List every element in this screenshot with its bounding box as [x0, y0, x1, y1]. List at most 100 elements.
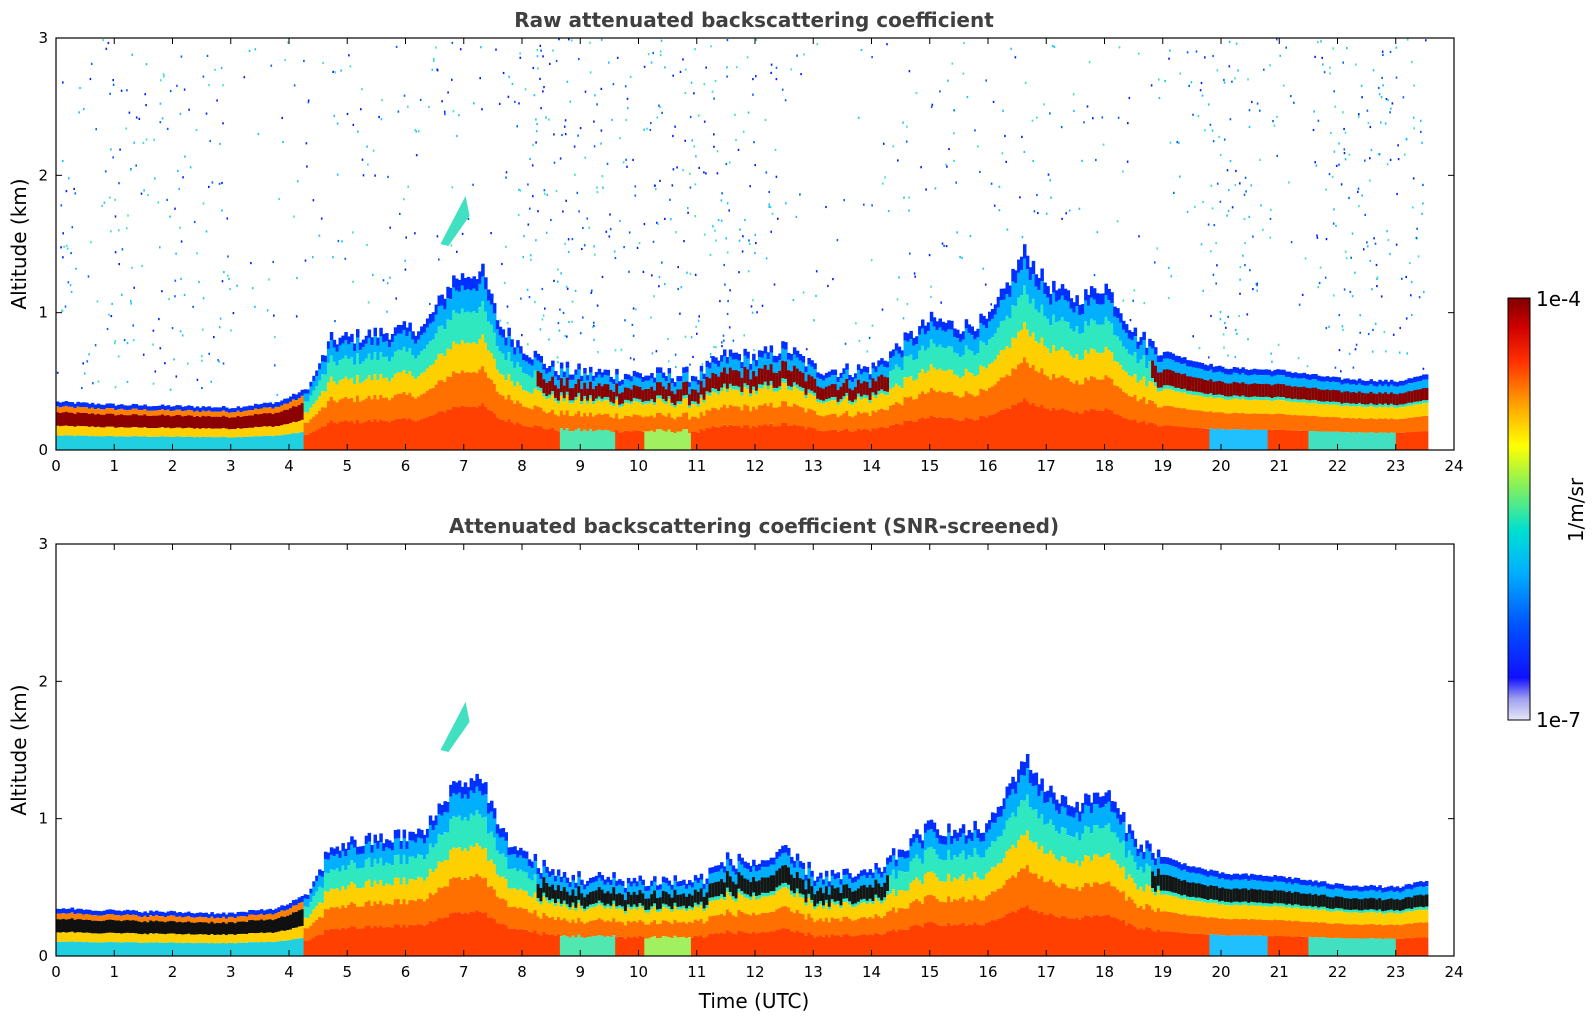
heatmap-cell: [769, 402, 774, 424]
heatmap-cell: [487, 321, 491, 351]
heatmap-cell: [1098, 379, 1103, 411]
heatmap-cell: [1203, 428, 1207, 450]
heatmap-cell: [1398, 385, 1403, 395]
noise-point: [677, 287, 679, 291]
heatmap-cell: [1110, 292, 1114, 304]
heatmap-cell: [638, 415, 642, 431]
heatmap-cell: [714, 357, 718, 364]
heatmap-cell: [947, 369, 951, 392]
heatmap-cell: [973, 396, 977, 421]
heatmap-cell: [522, 406, 526, 426]
heatmap-cell: [408, 348, 412, 371]
noise-point: [953, 132, 955, 135]
residual-layer-cell: [571, 388, 575, 401]
heatmap-cell: [190, 934, 194, 944]
heatmap-cell: [778, 390, 782, 407]
heatmap-cell: [760, 388, 765, 406]
heatmap-cell: [1101, 352, 1106, 380]
heatmap-cell: [1276, 413, 1280, 430]
noise-point: [1234, 355, 1237, 358]
noise-point: [389, 276, 391, 279]
noise-point: [750, 305, 753, 308]
heatmap-cell: [854, 378, 858, 389]
heatmap-cell: [562, 414, 567, 431]
heatmap-cell: [1296, 402, 1301, 416]
noise-point: [397, 110, 400, 113]
heatmap-cell: [70, 918, 75, 932]
heatmap-cell: [440, 411, 444, 450]
heatmap-cell: [1162, 405, 1167, 426]
noise-point: [106, 327, 109, 331]
heatmap-cell: [513, 386, 517, 404]
noise-point: [584, 156, 586, 159]
heatmap-cell: [382, 378, 386, 398]
noise-point: [1338, 349, 1341, 352]
heatmap-cell: [1151, 422, 1155, 450]
noise-point: [1073, 109, 1075, 113]
noise-point: [1392, 333, 1395, 336]
heatmap-cell: [1378, 384, 1382, 394]
heatmap-cell: [58, 413, 63, 427]
heatmap-cell: [1095, 379, 1100, 411]
heatmap-cell: [382, 851, 386, 866]
heatmap-cell: [1008, 376, 1012, 409]
heatmap-cell: [1314, 415, 1318, 431]
heatmap-cell: [326, 363, 331, 383]
heatmap-cell: [1419, 416, 1423, 432]
heatmap-cell: [1197, 362, 1202, 369]
heatmap-cell: [390, 865, 395, 886]
noise-point: [192, 305, 194, 308]
noise-point: [679, 312, 681, 315]
heatmap-cell: [356, 375, 360, 396]
heatmap-cell: [338, 421, 342, 450]
heatmap-cell: [1282, 369, 1286, 376]
heatmap-cell: [123, 942, 127, 956]
heatmap-cell: [443, 801, 447, 812]
noise-point: [214, 68, 216, 71]
heatmap-cell: [306, 422, 310, 435]
noise-point: [1371, 288, 1373, 291]
heatmap-cell: [376, 421, 380, 450]
heatmap-cell: [932, 367, 937, 391]
heatmap-cell: [417, 837, 421, 855]
heatmap-cell: [743, 387, 747, 405]
heatmap-cell: [1127, 354, 1132, 376]
heatmap-cell: [1122, 329, 1126, 347]
heatmap-cell: [195, 912, 200, 918]
heatmap-cell: [615, 374, 619, 386]
noise-point: [1002, 109, 1004, 112]
noise-point: [1378, 153, 1381, 156]
heatmap-cell: [874, 412, 878, 430]
heatmap-cell: [82, 932, 86, 943]
noise-point: [1270, 208, 1272, 211]
heatmap-cell: [1017, 402, 1021, 450]
heatmap-cell: [268, 435, 273, 450]
heatmap-cell: [1340, 406, 1344, 419]
heatmap-cell: [277, 426, 281, 436]
noise-point: [539, 77, 541, 80]
heatmap-cell: [82, 412, 86, 427]
heatmap-cell: [513, 367, 517, 387]
heatmap-cell: [181, 913, 185, 918]
heatmap-cell: [192, 411, 197, 417]
heatmap-cell: [1221, 412, 1225, 430]
heatmap-cell: [1180, 364, 1184, 377]
heatmap-cell: [918, 326, 922, 335]
heatmap-cell: [155, 920, 159, 934]
heatmap-cell: [367, 841, 372, 858]
heatmap-cell: [457, 344, 462, 374]
heatmap-cell: [268, 913, 273, 920]
noise-point: [1208, 356, 1210, 359]
noise-point: [273, 314, 275, 317]
heatmap-cell: [472, 288, 476, 312]
heatmap-cell: [1154, 403, 1158, 425]
noise-point: [726, 39, 729, 42]
noise-point: [519, 56, 522, 59]
heatmap-cell: [76, 908, 80, 914]
heatmap-cell: [93, 436, 98, 450]
heatmap-cell: [114, 920, 118, 934]
heatmap-cell: [688, 407, 692, 420]
heatmap-cell: [428, 920, 433, 956]
heatmap-cell: [871, 410, 875, 429]
heatmap-cell: [958, 378, 963, 398]
